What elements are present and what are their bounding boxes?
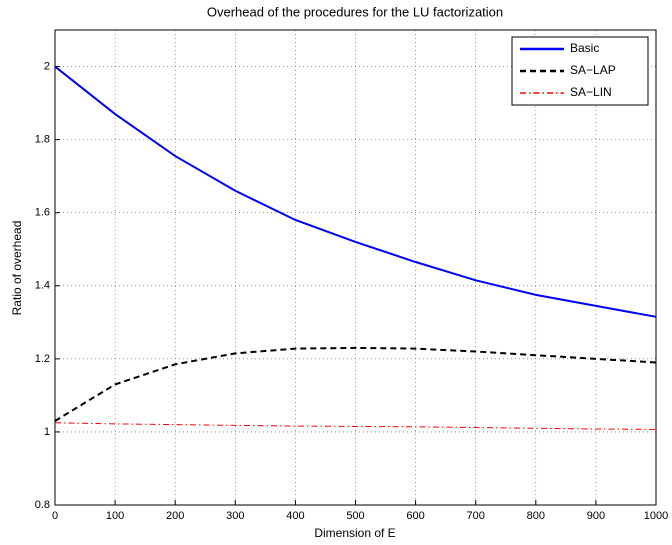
x-tick-label: 400 [286, 510, 304, 522]
y-tick-label: 1 [44, 426, 50, 438]
legend-label: SA−LIN [570, 85, 612, 99]
x-tick-label: 600 [406, 510, 424, 522]
data-line [54, 346, 657, 422]
y-tick-label: 2 [44, 60, 50, 72]
y-tick-label: 1.2 [35, 353, 50, 365]
x-axis-label: Dimension of E [314, 526, 395, 540]
x-tick-label: 300 [226, 510, 244, 522]
y-tick-label: 1.8 [35, 134, 50, 146]
chart-title: Overhead of the procedures for the LU fa… [207, 4, 503, 19]
x-tick-label: 900 [587, 510, 605, 522]
x-tick-label: 800 [527, 510, 545, 522]
x-tick-label: 100 [106, 510, 124, 522]
x-tick-label: 700 [467, 510, 485, 522]
y-tick-label: 0.8 [35, 499, 50, 511]
y-tick-label: 1.6 [35, 207, 50, 219]
plot-frame [54, 29, 657, 506]
x-tick-label: 500 [346, 510, 364, 522]
data-line [54, 422, 657, 430]
data-line [54, 65, 657, 318]
x-tick-label: 1000 [644, 510, 668, 522]
y-tick-label: 1.4 [35, 280, 50, 292]
legend-label: SA−LAP [570, 63, 616, 77]
x-tick-label: 0 [52, 510, 58, 522]
legend-label: Basic [570, 41, 599, 55]
x-tick-label: 200 [166, 510, 184, 522]
y-axis-label: Ratio of overhead [10, 221, 24, 316]
